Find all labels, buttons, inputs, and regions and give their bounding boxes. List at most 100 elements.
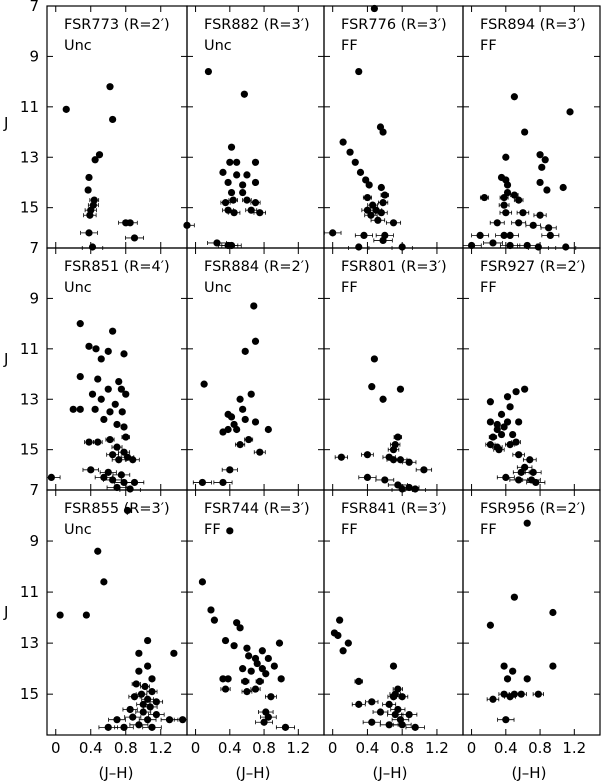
star-point (106, 408, 114, 416)
panel-field-type: FF (204, 522, 221, 538)
y-tick-label: 11 (20, 98, 39, 116)
star-point (76, 405, 84, 413)
star-point (106, 435, 114, 444)
x-tick-label: 1.2 (562, 739, 586, 757)
star-point (115, 456, 123, 464)
star-point (493, 420, 501, 429)
star-point (109, 451, 117, 459)
star-point (236, 441, 244, 449)
star-point (126, 485, 134, 493)
star-point (226, 158, 234, 166)
x-tick-label: 0 (467, 739, 477, 757)
star-point (526, 456, 534, 464)
star-point (137, 690, 146, 698)
star-point (346, 148, 354, 156)
star-point (385, 700, 393, 708)
star-point (245, 652, 253, 660)
star-point (100, 473, 108, 481)
star-point (69, 405, 77, 413)
star-point (509, 430, 517, 439)
star-point (519, 209, 527, 217)
star-point (239, 405, 247, 413)
star-point (529, 221, 537, 229)
star-point (486, 398, 494, 406)
star-point (512, 388, 520, 396)
star-point (144, 695, 152, 703)
x-tick-label: 0.4 (218, 739, 242, 757)
star-point (389, 446, 398, 454)
star-point (476, 231, 484, 239)
star-point (87, 466, 95, 474)
star-point (139, 700, 147, 708)
star-point (545, 224, 553, 232)
star-point (229, 196, 237, 204)
star-point (227, 413, 236, 421)
star-point (251, 199, 260, 207)
panel-title: FSR851 (R=4′) (64, 259, 170, 275)
panel-7: FSR801 (R=3′) FF (323, 247, 464, 493)
star-point (258, 665, 266, 673)
star-point (109, 115, 117, 124)
star-point (76, 372, 84, 381)
star-point (251, 685, 260, 693)
star-point (198, 578, 207, 586)
star-point (146, 703, 154, 711)
star-point (253, 659, 261, 668)
star-point (106, 83, 114, 91)
star-point (529, 468, 537, 476)
panel-10: 0 0.4 0.8 1.2 FSR744 (R=3′) FF (186, 489, 325, 757)
x-tick-label: 0 (328, 739, 338, 757)
y-tick-label: 15 (20, 685, 39, 703)
star-point (523, 519, 531, 527)
star-point (536, 211, 544, 219)
star-point (339, 138, 347, 146)
star-point (497, 430, 506, 439)
star-point (227, 143, 236, 151)
star-point (256, 448, 264, 456)
x-tick-label: 1.2 (149, 739, 173, 757)
star-point (97, 395, 105, 403)
star-point (94, 547, 102, 555)
star-point (480, 193, 489, 202)
star-point (510, 191, 518, 199)
star-point (503, 188, 512, 197)
star-point (139, 708, 147, 716)
star-point (275, 639, 284, 647)
star-point (500, 662, 508, 670)
star-point (262, 670, 270, 678)
y-tick-label: 13 (20, 634, 39, 652)
star-point (230, 642, 238, 650)
star-point (148, 688, 156, 696)
star-point (362, 176, 370, 184)
star-point (506, 231, 514, 239)
star-point (236, 395, 244, 403)
star-point (369, 201, 377, 209)
star-point (236, 624, 244, 632)
star-point (123, 506, 132, 515)
panel-title: FSR801 (R=3′) (341, 259, 447, 275)
star-point (148, 723, 156, 731)
star-point (376, 708, 385, 716)
star-point (559, 183, 567, 192)
star-point (363, 473, 372, 481)
star-point (493, 219, 501, 227)
y-tick-label: 11 (20, 583, 39, 601)
y-axis-label-row-3: J (3, 603, 8, 621)
star-point (503, 418, 512, 426)
star-point (118, 408, 126, 416)
star-point (389, 456, 398, 464)
star-point (245, 435, 253, 444)
star-point (221, 636, 230, 645)
star-point (165, 716, 174, 724)
star-point (503, 675, 512, 683)
x-tick-label: 1.2 (286, 739, 310, 757)
star-point (135, 667, 143, 675)
star-point (370, 4, 378, 13)
x-tick-label: 0.4 (79, 739, 103, 757)
panel-field-type: Unc (64, 280, 92, 296)
star-point (104, 347, 112, 355)
star-point (411, 723, 419, 731)
star-point (506, 241, 514, 250)
x-axis-label-col-4: (J–H) (512, 764, 547, 782)
panel-1: 7 9 11 13 15 FSR773 (R=2′) Unc (20, 0, 188, 251)
